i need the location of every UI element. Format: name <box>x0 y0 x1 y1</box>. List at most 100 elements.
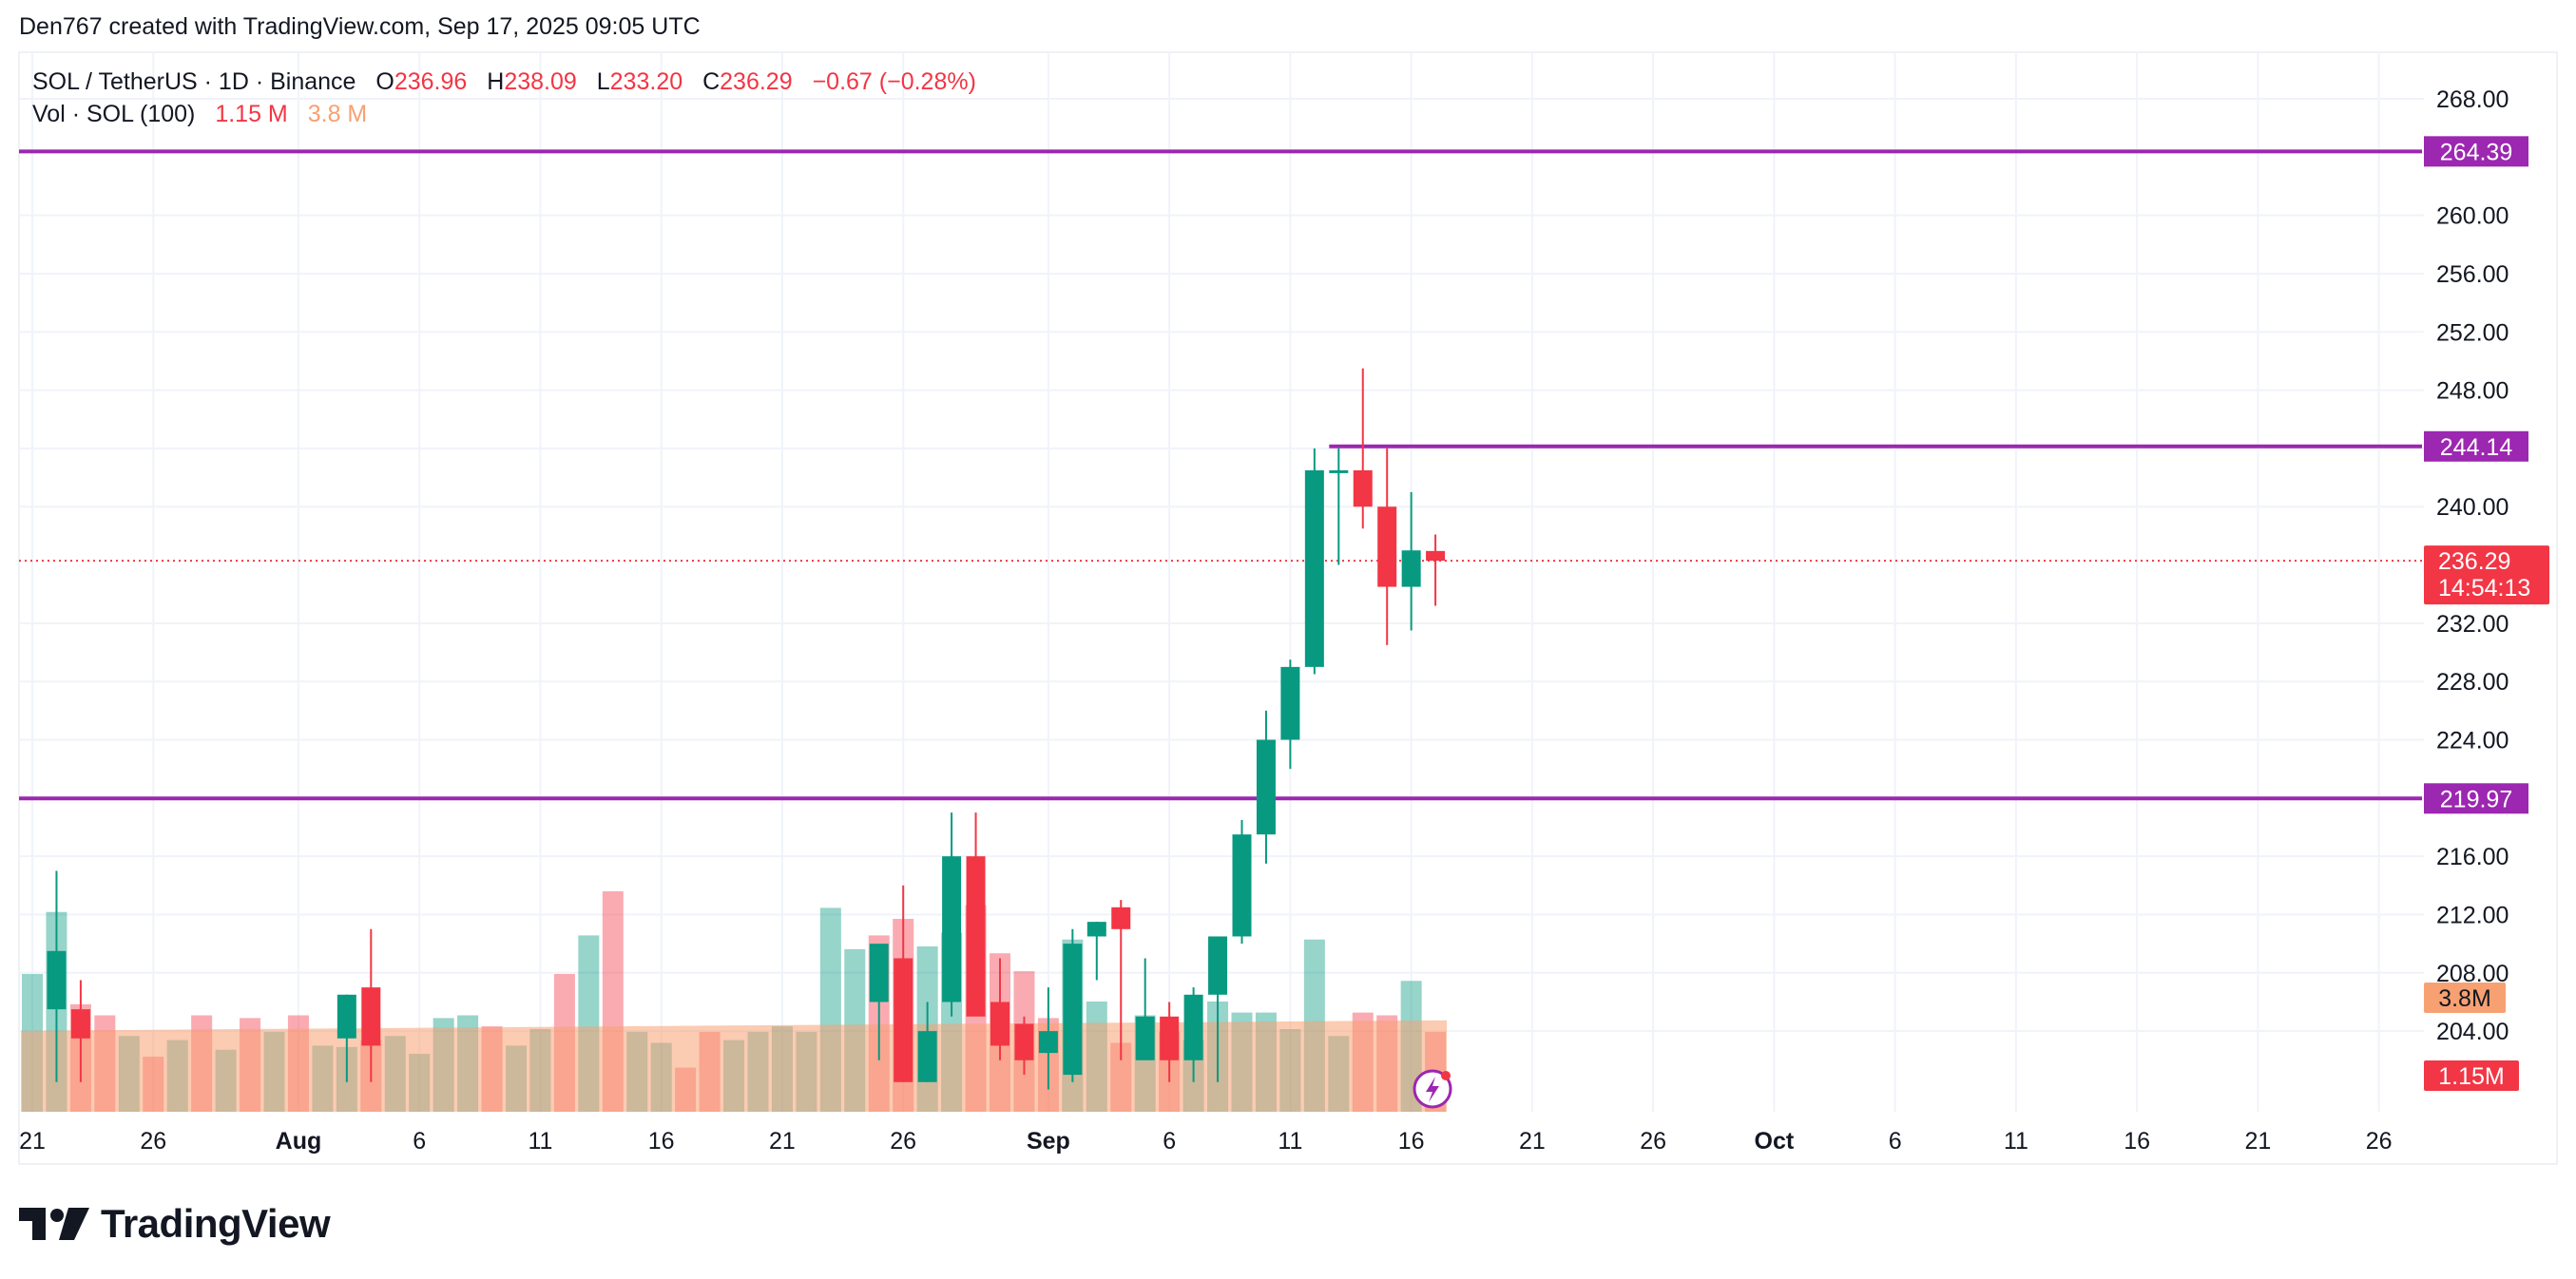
price-axis: 268.00260.00256.00252.00248.00244.00240.… <box>2436 86 2509 1045</box>
x-tick-label: 11 <box>2004 1128 2028 1155</box>
candle-body <box>1401 550 1421 587</box>
vol-ma-tag-value: 3.8M <box>2438 985 2491 1012</box>
candle[interactable] <box>1280 659 1300 770</box>
candle[interactable] <box>1111 900 1131 1060</box>
y-tick-label: 228.00 <box>2436 669 2509 696</box>
x-tick-label: 6 <box>413 1128 426 1155</box>
candle[interactable] <box>1063 928 1083 1082</box>
x-tick-label: 11 <box>1278 1128 1302 1155</box>
candle[interactable] <box>1329 448 1349 565</box>
legend-h-label: H <box>487 68 504 95</box>
x-tick-label: 16 <box>1398 1128 1425 1155</box>
candle[interactable] <box>1208 936 1228 1082</box>
candle-body <box>869 944 889 1002</box>
x-tick-label: Aug <box>276 1128 322 1155</box>
legend-l-label: L <box>597 68 610 95</box>
x-tick-label: 6 <box>1889 1128 1902 1155</box>
x-tick-label: 21 <box>1519 1128 1546 1155</box>
candle-body <box>47 950 67 1010</box>
legend-row-2: Vol · SOL (100) 1.15 M 3.8 M <box>32 101 367 127</box>
lightning-icon[interactable] <box>1413 1069 1452 1109</box>
level-tag <box>2424 783 2528 814</box>
brand-name: TradingView <box>101 1201 331 1246</box>
candle-body <box>1208 936 1228 995</box>
x-tick-label: 16 <box>2124 1128 2150 1155</box>
legend-row-1: SOL / TetherUS · 1D · Binance O236.96 H2… <box>32 68 976 95</box>
candle[interactable] <box>1183 987 1203 1082</box>
chart-credit: Den767 created with TradingView.com, Sep… <box>19 13 701 40</box>
y-tick-label: 204.00 <box>2436 1019 2509 1045</box>
candle[interactable] <box>1232 819 1252 945</box>
candle-body <box>1160 1016 1180 1060</box>
candle[interactable] <box>336 994 356 1082</box>
chart-frame <box>18 51 2558 1165</box>
x-tick-label: 21 <box>2244 1128 2271 1155</box>
candle-body <box>1377 506 1397 587</box>
candle[interactable] <box>1086 922 1106 981</box>
candle[interactable] <box>869 944 889 1060</box>
candle-body <box>1063 944 1083 1076</box>
candle[interactable] <box>990 958 1009 1060</box>
candle[interactable] <box>1014 1016 1034 1076</box>
candle[interactable] <box>1304 448 1324 675</box>
legend-vol-value: 1.15 M <box>215 101 287 127</box>
legend-l-value: 233.20 <box>610 68 682 95</box>
candle[interactable] <box>1353 368 1373 529</box>
vol-last-tag <box>2424 1060 2519 1091</box>
candle[interactable] <box>1426 534 1446 606</box>
candle-body <box>1353 469 1373 507</box>
brand[interactable]: TradingView <box>19 1201 331 1247</box>
candle[interactable] <box>1401 491 1421 631</box>
candle[interactable] <box>70 980 90 1082</box>
candle-body <box>1111 907 1131 929</box>
time-axis: 21 26 Aug 6 11 16 21 26 Sep 6 11 16 21 26 Oct 6 11 16 21 26 <box>19 1128 2392 1155</box>
candle-body <box>1329 469 1349 473</box>
candle-body <box>894 958 913 1082</box>
candle[interactable] <box>942 812 962 1017</box>
candle[interactable] <box>1160 1002 1180 1082</box>
candle[interactable] <box>47 870 67 1082</box>
candle[interactable] <box>361 928 381 1082</box>
candle[interactable] <box>966 812 986 1017</box>
x-tick-label: 26 <box>890 1128 916 1155</box>
level-tag-label: 219.97 <box>2440 786 2512 812</box>
legend-c-label: C <box>702 68 720 95</box>
candle-body <box>917 1031 937 1082</box>
candle-body <box>1426 550 1446 562</box>
candle-body <box>1183 994 1203 1060</box>
y-tick-label: 268.00 <box>2436 86 2509 113</box>
candle[interactable] <box>1256 710 1276 864</box>
candle-body <box>70 1009 90 1039</box>
x-tick-label: 26 <box>2366 1128 2393 1155</box>
candle[interactable] <box>917 1002 937 1082</box>
x-tick-label: 16 <box>648 1128 675 1155</box>
candle[interactable] <box>1038 987 1058 1090</box>
candle[interactable] <box>1135 958 1155 1060</box>
x-tick-label: 6 <box>1163 1128 1176 1155</box>
y-tick-label: 216.00 <box>2436 844 2509 870</box>
candle-body <box>336 994 356 1039</box>
y-tick-label: 260.00 <box>2436 203 2509 230</box>
candle-body <box>1014 1023 1034 1060</box>
levels-layer <box>19 149 2422 801</box>
legend-vol-ma-value: 3.8 M <box>308 101 368 127</box>
y-tick-label: 240.00 <box>2436 494 2509 521</box>
vol-last-tag-value: 1.15M <box>2438 1063 2504 1090</box>
last-price-tag <box>2424 545 2549 605</box>
level-tag <box>2424 430 2528 462</box>
legend-change: −0.67 (−0.28%) <box>813 68 976 95</box>
legend-h-value: 238.09 <box>504 68 576 95</box>
x-tick-label: 26 <box>140 1128 166 1155</box>
candle[interactable] <box>894 885 913 1082</box>
candle-body <box>1232 834 1252 937</box>
legend-o-label: O <box>375 68 394 95</box>
candle-body <box>1280 666 1300 740</box>
candle-body <box>942 856 962 1002</box>
legend-c-value: 236.29 <box>720 68 792 95</box>
x-tick-label: Sep <box>1027 1128 1070 1155</box>
candle[interactable] <box>1377 448 1397 645</box>
chart-grid <box>18 51 2558 1165</box>
x-tick-label: 21 <box>769 1128 796 1155</box>
